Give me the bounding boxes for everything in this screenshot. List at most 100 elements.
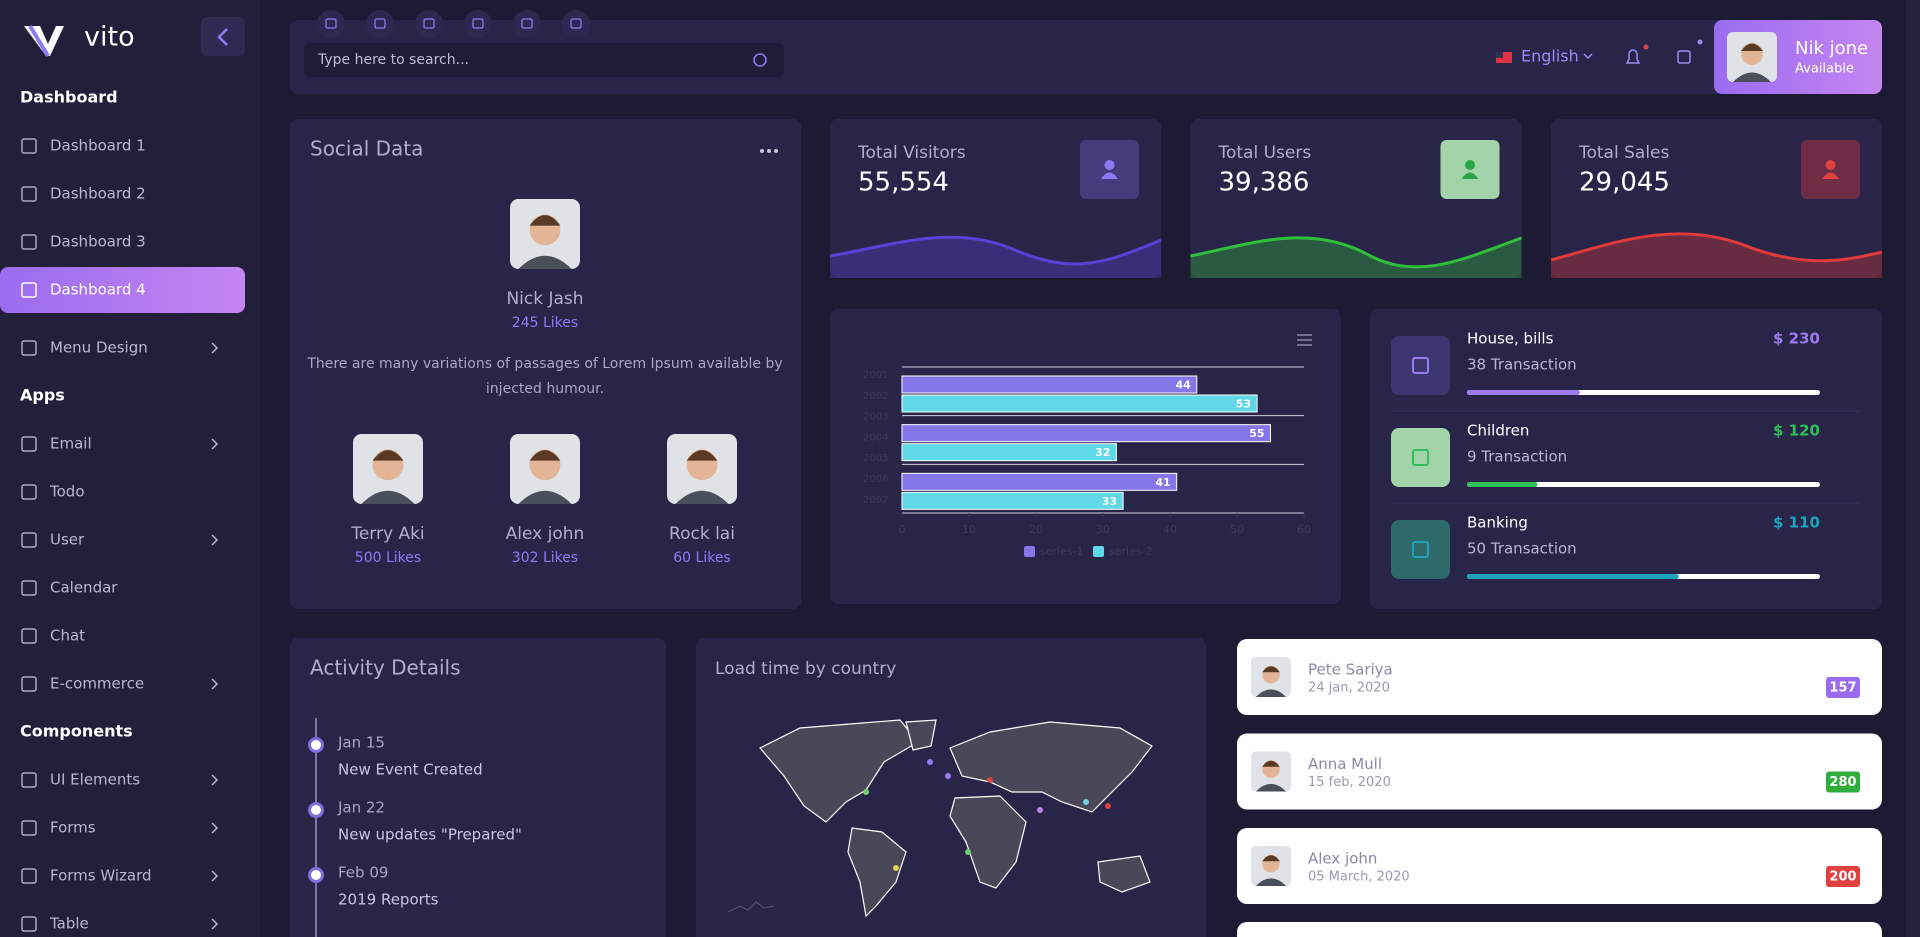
sparkline-area [1551,233,1882,278]
transaction-count: 38 Transaction [1467,356,1577,374]
menu-item[interactable]: E-commerce [50,675,144,693]
bell-icon[interactable] [1625,49,1641,64]
x-tick-label: 10 [962,523,976,536]
menu-item[interactable]: Todo [49,483,85,501]
sparkline [829,235,1162,278]
bell-dot [1643,44,1649,50]
stat-icon-head [1104,160,1115,170]
menu-icon [21,340,37,356]
quick-icon-glyph [570,18,582,29]
user-card[interactable] [1237,828,1882,904]
search-box[interactable] [304,43,784,77]
avatar-hair [1262,760,1280,767]
user-date: 24 jan, 2020 [1308,681,1390,696]
stat-icon-head [1465,160,1475,170]
menu-icon [21,186,37,202]
user-card[interactable] [1237,733,1882,810]
quick-icon[interactable] [464,10,492,38]
language-caret [1583,53,1593,60]
flag [1496,52,1512,63]
bar [901,491,1124,510]
y-tick-label: 2002 [863,391,888,402]
progress-track [1467,482,1820,487]
bar-value-label: 53 [1236,398,1251,411]
user-count: 200 [1829,870,1856,885]
menu-item[interactable]: Dashboard 4 [50,281,146,299]
transaction-icon [1412,449,1429,466]
submenu-chevron [211,342,219,354]
cart-dot [1697,39,1703,45]
menu-icon [21,676,37,692]
user-badge [1826,677,1860,698]
quick-icon[interactable] [366,10,394,38]
language[interactable]: English [1521,47,1579,66]
y-tick-label: 2001 [863,370,888,381]
stat-value: 29,045 [1579,168,1670,198]
user-card[interactable] [1237,639,1882,715]
more-menu[interactable] [760,149,778,153]
search-placeholder: Type here to search... [317,52,469,68]
user-count: 280 [1829,775,1856,790]
avatar-body [518,255,572,269]
menu-item[interactable]: Calendar [50,579,118,597]
scrollbar [1906,0,1920,937]
stat-icon-body [1822,172,1839,179]
transaction-amount: $ 110 [1773,514,1820,532]
quick-icon[interactable] [562,10,590,38]
x-tick-label: 60 [1297,523,1311,536]
event-text: New Event Created [338,761,483,779]
timeline-dot [308,802,324,818]
x-tick-label: 30 [1096,523,1110,536]
x-tick-label: 40 [1163,523,1177,536]
cart-icon[interactable] [1677,50,1691,64]
card-title: Social Data [310,137,423,161]
legend-label: series-2 [1109,545,1153,558]
user-date: 15 feb, 2020 [1308,775,1391,790]
legend-swatch [1024,546,1035,557]
quick-icon-glyph [423,18,435,29]
user-name: Alex john [1308,850,1377,868]
menu-item[interactable]: Menu Design [50,339,148,357]
menu-item[interactable]: Table [49,915,89,933]
menu-item[interactable]: Dashboard 2 [50,185,146,203]
menu-item[interactable]: Email [50,435,92,453]
menu-icon [21,484,37,500]
menu-item[interactable]: Dashboard 3 [50,233,146,251]
stat-title: Total Sales [1578,143,1669,163]
menu-item[interactable]: Chat [50,627,85,645]
sparkline [1190,236,1522,278]
person-name: Terry Aki [350,524,424,544]
menu-item[interactable]: Dashboard 1 [50,137,146,155]
legend-label: series-1 [1040,545,1084,558]
activity-card [290,638,666,937]
menu-item[interactable]: Forms [50,819,96,837]
active-item[interactable] [0,267,245,313]
quick-icon[interactable] [513,10,541,38]
x-tick-label: 0 [899,523,906,536]
transaction-count: 9 Transaction [1467,448,1567,466]
person-name: Nick Jash [506,289,583,309]
legend-swatch [1093,546,1104,557]
transaction-amount: $ 230 [1773,330,1820,348]
stat-icon-body [1101,172,1118,179]
menu-item[interactable]: UI Elements [50,771,140,789]
menu-item[interactable]: User [50,531,85,549]
menu-icon [21,820,37,836]
chart-menu[interactable] [1297,334,1312,346]
user-card[interactable] [1237,922,1882,937]
quick-icon[interactable] [415,10,443,38]
bar-value-label: 33 [1102,495,1117,508]
collapse-icon [217,28,228,46]
bar-value-label: 41 [1155,476,1170,489]
stat-title: Total Visitors [857,143,966,163]
collapse-button[interactable] [201,17,245,56]
person-likes: 60 Likes [673,550,730,566]
menu-item[interactable]: Forms Wizard [50,867,152,885]
menu-icon [21,138,37,154]
map-card [696,638,1206,937]
avatar-hair [1741,43,1763,51]
quick-icon[interactable] [317,10,345,38]
user-count: 157 [1829,681,1856,696]
